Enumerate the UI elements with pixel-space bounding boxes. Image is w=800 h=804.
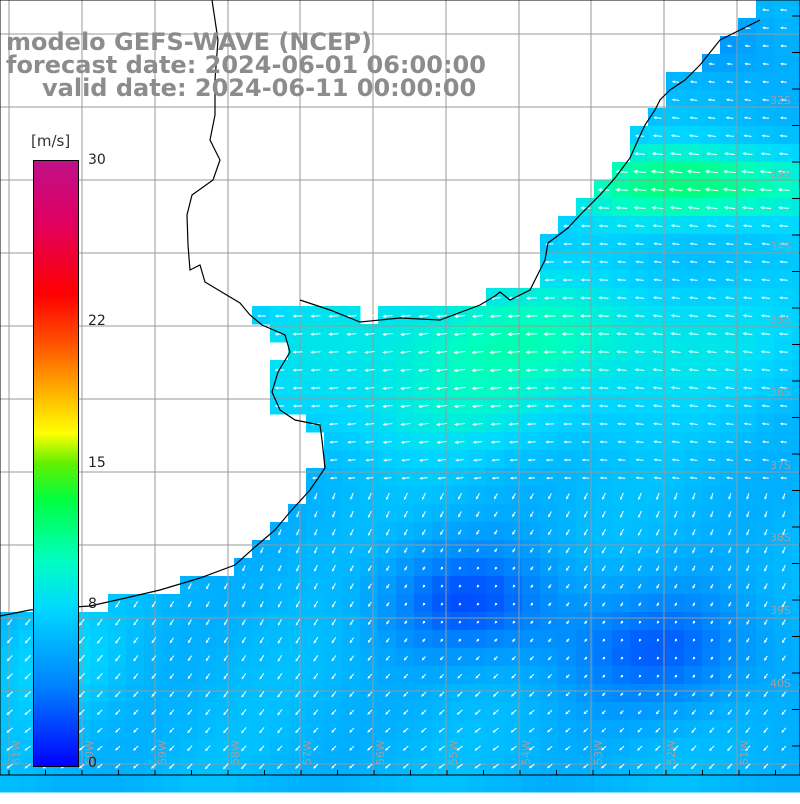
latitude-label: 38S: [770, 531, 791, 544]
valid-date: valid date: 2024-06-11 00:00:00: [42, 75, 800, 101]
latitude-label: 40S: [770, 677, 791, 690]
colorbar-unit: [m/s]: [31, 132, 70, 150]
colorbar-tick-label: 0: [88, 755, 97, 771]
longitude-label: 51W: [738, 740, 751, 765]
colorbar-tick-label: 15: [88, 455, 106, 471]
wind-vector: [711, 639, 713, 641]
wind-vector: [423, 621, 425, 623]
wind-vector: [459, 639, 461, 641]
latitude-label: 34S: [770, 240, 791, 253]
colorbar-tick-label: 30: [88, 152, 106, 168]
longitude-label: 53W: [592, 740, 605, 765]
wind-vector: [639, 621, 641, 623]
latitude-label: 39S: [770, 604, 791, 617]
wind-vector: [441, 567, 443, 569]
wind-vector: [531, 603, 533, 605]
longitude-label: 56W: [374, 740, 387, 765]
wind-vector: [621, 621, 623, 623]
wind-vector: [621, 675, 623, 677]
longitude-label: 58W: [229, 740, 242, 765]
latitude-label: 35S: [770, 313, 791, 326]
wind-vector: [513, 621, 515, 623]
colorbar-tick-label: 8: [88, 596, 97, 612]
wind-vector: [423, 585, 425, 587]
longitude-label: 54W: [520, 740, 533, 765]
longitude-label: 61W: [10, 740, 23, 765]
longitude-label: 55W: [447, 740, 460, 765]
longitude-label: 52W: [665, 740, 678, 765]
colorbar-tick-label: 22: [88, 313, 106, 329]
latitude-label: 37S: [770, 459, 791, 472]
wind-vector: [693, 675, 695, 677]
wind-vector: [603, 675, 605, 677]
wind-vector: [603, 639, 605, 641]
latitude-label: 36S: [770, 386, 791, 399]
wind-vector: [495, 567, 497, 569]
longitude-label: 59W: [156, 740, 169, 765]
longitude-label: 57W: [301, 740, 314, 765]
wind-vector: [603, 657, 605, 659]
colorbar: [33, 160, 79, 767]
wind-vector: [675, 675, 677, 677]
latitude-label: 33S: [770, 167, 791, 180]
